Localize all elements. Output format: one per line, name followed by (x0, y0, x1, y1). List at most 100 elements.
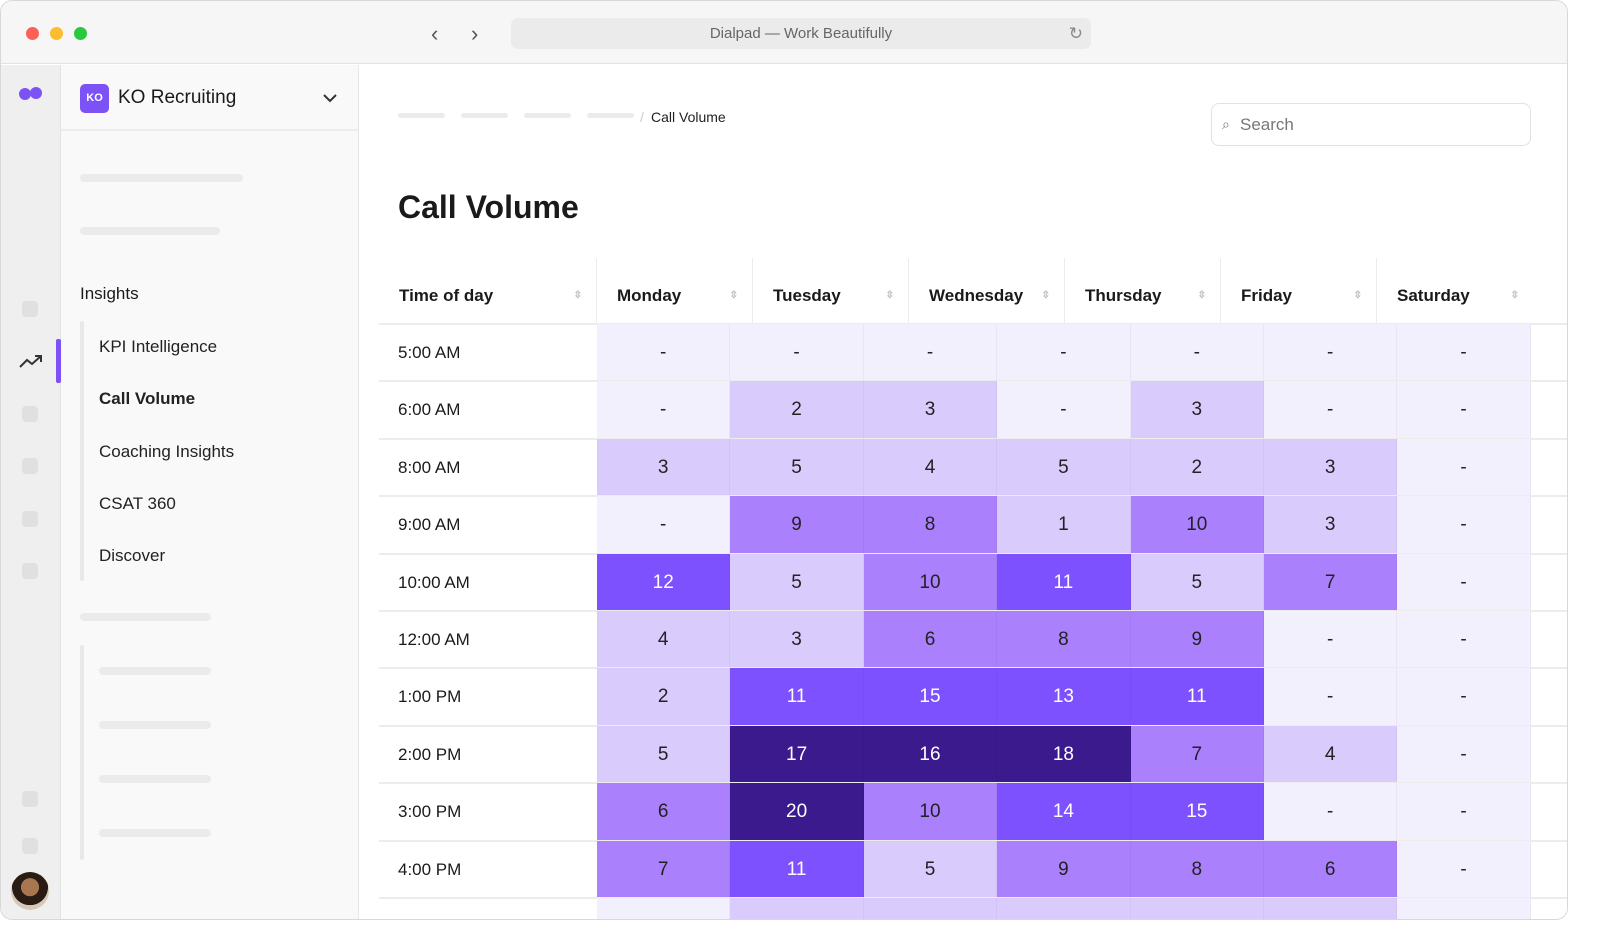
heatmap-cell: 3 (1130, 381, 1264, 439)
nav-icon[interactable] (22, 791, 38, 807)
heatmap-cell: 5 (730, 553, 864, 611)
divider (80, 645, 84, 860)
column-header[interactable]: Monday ⇳ (597, 258, 753, 324)
org-badge: KO (80, 84, 109, 113)
heatmap-cell (1130, 898, 1264, 919)
breadcrumb-item[interactable] (524, 113, 571, 118)
heatmap-cell: 7 (1264, 553, 1398, 611)
heatmap-cell: - (1397, 381, 1531, 439)
sort-icon[interactable]: ⇳ (1197, 290, 1206, 301)
heatmap-cell: 7 (597, 840, 731, 898)
search-input[interactable]: ⌕ Search (1211, 103, 1531, 146)
heatmap-cell: - (1397, 725, 1531, 784)
heatmap-cell: - (1130, 324, 1264, 382)
heatmap-cell: 15 (1130, 783, 1264, 841)
app-rail (1, 65, 61, 919)
sidebar-item-discover[interactable]: Discover (99, 546, 166, 565)
nav-icon[interactable] (22, 511, 38, 527)
heatmap-cell: 17 (730, 725, 864, 784)
sidebar-item-call-volume[interactable]: Call Volume (99, 389, 196, 408)
heatmap-cell: - (863, 324, 998, 382)
address-bar[interactable]: Dialpad — Work Beautifully ↻ (511, 18, 1091, 49)
breadcrumb-item[interactable] (587, 113, 634, 118)
heatmap-cell: - (997, 381, 1131, 439)
sidebar-item-csat-360[interactable]: CSAT 360 (99, 494, 176, 513)
heatmap-cell: - (1397, 783, 1531, 841)
heatmap-cell: - (1397, 496, 1531, 554)
reload-icon[interactable]: ↻ (1068, 24, 1083, 43)
placeholder (99, 721, 211, 729)
column-label: Time of day (399, 286, 494, 305)
heatmap-cell: 9 (1130, 611, 1264, 669)
heatmap-cell: - (1397, 611, 1531, 669)
placeholder (99, 829, 211, 837)
heatmap-cell: 3 (1264, 438, 1398, 497)
heatmap-cell (597, 898, 731, 919)
heatmap-cell: 8 (1130, 840, 1264, 898)
sidebar: KO KO Recruiting Insights KPI Intelligen… (61, 65, 359, 919)
column-header[interactable]: Thursday ⇳ (1065, 258, 1221, 324)
heatmap-cell: 5 (997, 438, 1131, 497)
sort-icon[interactable]: ⇳ (1041, 290, 1050, 301)
nav-icon[interactable] (22, 301, 38, 317)
column-header[interactable]: Wednesday ⇳ (909, 258, 1065, 324)
column-label: Saturday (1397, 286, 1470, 305)
app-window: ‹ › Dialpad — Work Beautifully ↻ KO KO Re… (0, 0, 1568, 920)
row-time-label: 1:00 PM (398, 687, 462, 707)
heatmap-cell: 4 (597, 611, 731, 669)
column-header[interactable]: Tuesday ⇳ (753, 258, 909, 324)
heatmap-cell: 6 (863, 611, 998, 669)
breadcrumb-item[interactable] (461, 113, 508, 118)
active-indicator (56, 339, 61, 383)
sort-icon[interactable]: ⇳ (885, 290, 894, 301)
sort-icon[interactable]: ⇳ (729, 290, 738, 301)
minimize-window-button[interactable] (50, 27, 63, 40)
close-window-button[interactable] (26, 27, 39, 40)
forward-icon[interactable]: › (471, 21, 479, 46)
sort-icon[interactable]: ⇳ (1510, 290, 1519, 301)
heatmap-cell: 5 (863, 840, 998, 898)
heatmap-cell: 11 (730, 668, 864, 726)
nav-icon[interactable] (22, 406, 38, 422)
nav-icon[interactable] (22, 563, 38, 579)
sidebar-item-coaching-insights[interactable]: Coaching Insights (99, 442, 235, 461)
search-icon: ⌕ (1222, 116, 1230, 132)
heatmap-cell: 8 (863, 496, 998, 554)
heatmap-cell (1397, 898, 1531, 919)
maximize-window-button[interactable] (74, 27, 87, 40)
heatmap-cell: 9 (997, 840, 1131, 898)
heatmap-cell: 11 (1130, 668, 1264, 726)
column-label: Thursday (1085, 286, 1162, 305)
heatmap-cell: 2 (1130, 438, 1264, 497)
placeholder (80, 174, 243, 182)
heatmap-cell: - (1397, 438, 1531, 497)
heatmap-cell: 1 (997, 496, 1131, 554)
column-label: Tuesday (773, 286, 841, 305)
page-title: Call Volume (398, 189, 579, 225)
row-time-label: 3:00 PM (398, 802, 462, 822)
sort-icon[interactable]: ⇳ (1353, 290, 1362, 301)
sort-icon[interactable]: ⇳ (573, 290, 582, 301)
trending-up-icon[interactable] (19, 353, 43, 369)
placeholder (99, 775, 211, 783)
heatmap-cell: - (997, 324, 1131, 382)
search-placeholder: Search (1240, 115, 1294, 134)
row-time-label: 12:00 AM (398, 630, 470, 649)
column-header[interactable]: Saturday ⇳ (1377, 258, 1533, 324)
nav-icon[interactable] (22, 838, 38, 854)
heatmap-cell (1264, 898, 1398, 919)
column-header[interactable]: Time of day ⇳ (379, 258, 597, 324)
chevron-down-icon (323, 94, 337, 103)
heatmap-cell (997, 898, 1131, 919)
column-header[interactable]: Friday ⇳ (1221, 258, 1377, 324)
avatar[interactable] (11, 872, 49, 910)
org-switcher[interactable]: KO KO Recruiting (61, 65, 358, 131)
column-label: Monday (617, 286, 682, 305)
back-icon[interactable]: ‹ (431, 21, 439, 46)
nav-icon[interactable] (22, 458, 38, 474)
divider (80, 321, 84, 581)
breadcrumb-item[interactable] (398, 113, 445, 118)
sidebar-item-kpi-intelligence[interactable]: KPI Intelligence (99, 337, 218, 356)
row-time-label: 10:00 AM (398, 572, 470, 592)
heatmap-cell: 3 (597, 438, 731, 497)
